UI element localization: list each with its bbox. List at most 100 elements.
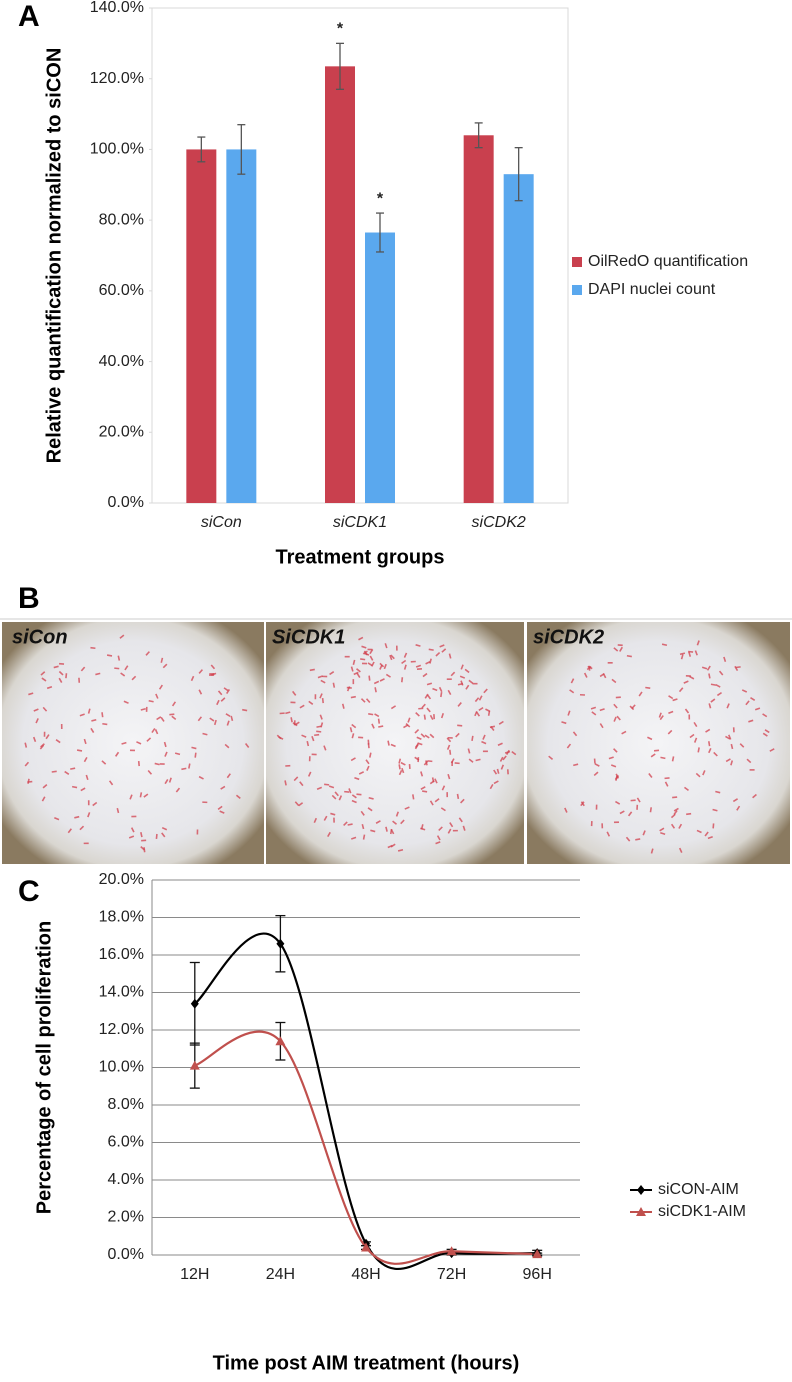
stain bbox=[497, 742, 503, 747]
stain bbox=[301, 734, 307, 738]
stain bbox=[365, 759, 370, 765]
stain bbox=[356, 672, 361, 678]
stain bbox=[672, 796, 678, 799]
stain bbox=[489, 783, 494, 790]
marker bbox=[636, 1207, 646, 1216]
stain bbox=[140, 831, 143, 838]
stain bbox=[370, 829, 376, 833]
stain bbox=[621, 730, 627, 735]
stain bbox=[28, 692, 34, 696]
stain bbox=[343, 821, 348, 827]
stain bbox=[696, 640, 700, 646]
stain bbox=[106, 654, 113, 657]
stain bbox=[171, 715, 177, 720]
stain bbox=[684, 708, 690, 714]
stain bbox=[95, 672, 101, 676]
stain bbox=[647, 736, 653, 741]
photo-panel bbox=[2, 622, 790, 864]
stain bbox=[120, 672, 126, 677]
stain bbox=[667, 729, 673, 735]
stain bbox=[426, 682, 433, 686]
stain bbox=[594, 763, 600, 767]
stain bbox=[398, 764, 401, 770]
stain bbox=[169, 713, 175, 716]
stain bbox=[162, 663, 168, 669]
stain bbox=[226, 688, 231, 695]
stain bbox=[41, 796, 46, 802]
stain bbox=[46, 685, 53, 690]
stain bbox=[324, 783, 330, 786]
stain bbox=[668, 710, 674, 714]
x-tick-label: siCon bbox=[201, 514, 242, 531]
y-tick-label: 120.0% bbox=[90, 70, 144, 87]
stain bbox=[390, 705, 397, 710]
stain bbox=[504, 750, 511, 754]
stain bbox=[613, 703, 618, 709]
stain bbox=[427, 760, 433, 763]
stain bbox=[567, 710, 571, 716]
stain bbox=[24, 761, 30, 767]
stain bbox=[197, 716, 203, 722]
stain bbox=[198, 689, 203, 695]
stain bbox=[385, 826, 388, 832]
stain bbox=[668, 695, 674, 700]
stain bbox=[369, 649, 374, 655]
stain bbox=[351, 723, 357, 729]
stain bbox=[299, 781, 304, 787]
stain bbox=[379, 664, 383, 670]
stain bbox=[697, 747, 700, 753]
stain bbox=[83, 756, 88, 763]
stain bbox=[741, 689, 748, 693]
stain bbox=[128, 835, 135, 839]
stain bbox=[695, 772, 701, 778]
stain bbox=[131, 675, 137, 681]
stain bbox=[569, 689, 575, 694]
stain bbox=[129, 794, 133, 800]
stain bbox=[661, 643, 668, 647]
stain bbox=[613, 647, 619, 652]
bar bbox=[365, 232, 395, 503]
stain bbox=[438, 686, 443, 693]
stain bbox=[392, 820, 398, 825]
x-tick-label: 12H bbox=[180, 1266, 209, 1283]
stain bbox=[367, 743, 370, 749]
stain bbox=[428, 648, 434, 651]
stain bbox=[511, 750, 517, 756]
significance-marker: * bbox=[337, 21, 344, 38]
stain bbox=[219, 810, 225, 814]
stain bbox=[606, 831, 611, 837]
stain bbox=[734, 665, 739, 672]
stain bbox=[71, 785, 78, 789]
stain bbox=[371, 723, 375, 729]
axis-title: Percentage of cell proliferation bbox=[33, 921, 55, 1214]
stain bbox=[439, 644, 445, 648]
stain bbox=[425, 660, 431, 665]
stain bbox=[583, 672, 588, 678]
y-tick-label: 0.0% bbox=[108, 494, 144, 511]
stain bbox=[225, 713, 231, 718]
stain bbox=[321, 697, 324, 704]
stain bbox=[660, 756, 666, 760]
stain bbox=[130, 827, 135, 833]
stain bbox=[769, 748, 775, 752]
stain bbox=[752, 793, 757, 799]
stain bbox=[429, 780, 435, 785]
stain bbox=[389, 654, 393, 661]
stain bbox=[440, 807, 446, 812]
stain bbox=[678, 687, 684, 693]
marker bbox=[275, 1036, 286, 1046]
stain bbox=[718, 670, 724, 676]
legend-label: siCON-AIM bbox=[658, 1181, 739, 1198]
stain bbox=[316, 730, 322, 733]
stain bbox=[320, 679, 326, 684]
stain bbox=[349, 727, 353, 733]
error-bar bbox=[197, 136, 206, 163]
stain bbox=[367, 807, 373, 812]
stain bbox=[87, 812, 91, 818]
stain bbox=[693, 721, 698, 728]
stain bbox=[436, 835, 441, 841]
stain bbox=[314, 733, 320, 737]
stain bbox=[102, 722, 108, 726]
stain bbox=[360, 698, 366, 703]
stain bbox=[58, 662, 65, 665]
